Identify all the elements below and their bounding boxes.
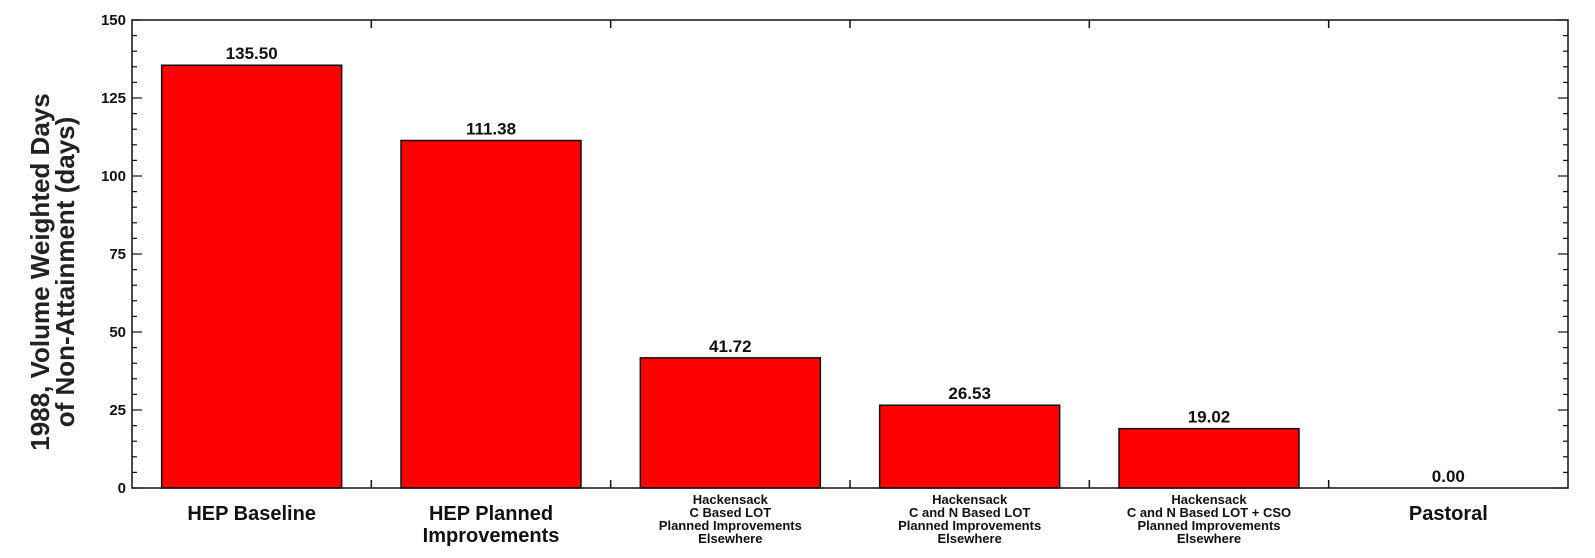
category-label-line: HEP Baseline xyxy=(187,503,316,525)
category-label-line: Elsewhere xyxy=(1177,531,1241,546)
y-tick-label: 25 xyxy=(109,402,126,419)
y-tick-label: 150 xyxy=(101,12,126,29)
category-label-line: Elsewhere xyxy=(698,531,762,546)
category-label-line: Improvements xyxy=(423,525,560,547)
data-label-1: 135.50 xyxy=(226,44,278,63)
y-axis-title: 1988, Volume Weighted Days of Non-Attain… xyxy=(25,93,80,450)
y-axis-title-line-2: of Non-Attainment (days) xyxy=(50,117,80,428)
bars xyxy=(160,64,1300,489)
data-label-3: 41.72 xyxy=(709,337,752,356)
axis-ticks xyxy=(132,19,1568,489)
y-tick-label: 0 xyxy=(118,480,126,497)
data-label-5: 19.02 xyxy=(1188,408,1231,427)
category-label-6: Pastoral xyxy=(1409,503,1488,525)
category-label-line: Hackensack xyxy=(932,492,1008,507)
y-tick-label: 50 xyxy=(109,324,126,341)
category-label-line: C and N Based LOT + CSO xyxy=(1127,505,1291,520)
bar-2 xyxy=(400,139,582,489)
y-tick-label: 125 xyxy=(101,90,126,107)
category-label-line: C Based LOT xyxy=(690,505,772,520)
y-axis-title-line-1: 1988, Volume Weighted Days xyxy=(25,93,55,450)
category-label-line: Hackensack xyxy=(693,492,769,507)
bar-5 xyxy=(1118,427,1300,489)
category-label-line: Planned Improvements xyxy=(659,518,802,533)
category-label-line: Elsewhere xyxy=(938,531,1002,546)
data-label-6: 0.00 xyxy=(1432,467,1465,486)
data-label-2: 111.38 xyxy=(466,119,516,138)
plot-frame xyxy=(131,19,1569,489)
category-label-line: Pastoral xyxy=(1409,503,1488,525)
category-label-line: Planned Improvements xyxy=(898,518,1041,533)
value-labels: 135.50 111.38 41.72 26.53 19.02 0.00 xyxy=(226,44,1465,486)
bar-3 xyxy=(639,357,822,489)
bar-4 xyxy=(878,404,1061,489)
category-label-line: C and N Based LOT xyxy=(909,505,1030,520)
y-tick-labels: 0 25 50 75 100 125 150 xyxy=(101,12,126,497)
bar-1 xyxy=(160,64,343,489)
category-label-1: HEP Baseline xyxy=(187,503,316,525)
category-label-line: HEP Planned xyxy=(429,503,553,525)
y-tick-label: 75 xyxy=(109,246,126,263)
y-tick-label: 100 xyxy=(101,168,126,185)
data-label-4: 26.53 xyxy=(948,384,991,403)
category-label-line: Hackensack xyxy=(1171,492,1247,507)
category-label-line: Planned Improvements xyxy=(1137,518,1280,533)
